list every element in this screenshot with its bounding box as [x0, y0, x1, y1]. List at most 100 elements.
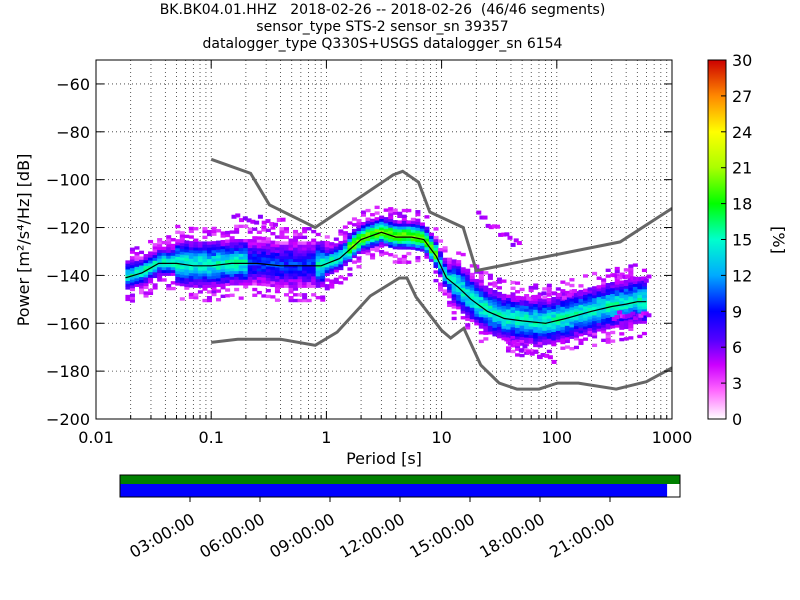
heatmap-cell	[225, 239, 231, 243]
heatmap-cell	[197, 267, 203, 271]
heatmap-cell	[392, 228, 398, 233]
mode-line	[125, 231, 647, 324]
heatmap-cell	[474, 304, 480, 309]
heatmap-cell	[288, 287, 294, 291]
heatmap-cell	[293, 247, 299, 251]
heatmap-cell	[175, 247, 181, 252]
heatmap-cell	[229, 279, 235, 283]
heatmap-cell	[546, 292, 552, 297]
heatmap-cell	[161, 272, 167, 276]
heatmap-cell	[433, 247, 439, 251]
x-tick-label: 1	[321, 428, 331, 447]
heatmap-cell	[333, 248, 339, 253]
y-tick-label: −140	[46, 266, 90, 285]
heatmap-cell	[179, 245, 185, 249]
heatmap-cell	[206, 295, 212, 300]
heatmap-cell	[469, 315, 475, 320]
heatmap-cell	[188, 295, 194, 300]
heatmap-cell	[197, 244, 203, 248]
heatmap-cell	[428, 249, 434, 254]
heatmap-cell	[510, 280, 516, 285]
heatmap-cell	[537, 306, 543, 311]
heatmap-cell	[152, 283, 158, 287]
heatmap-cell	[388, 235, 394, 240]
heatmap-cell	[519, 339, 525, 343]
heatmap-cell	[564, 319, 570, 323]
heatmap-cell	[546, 309, 552, 313]
heatmap-cell	[374, 237, 380, 241]
heatmap-cell	[351, 246, 357, 250]
heatmap-cell	[515, 315, 521, 320]
heatmap-cell	[229, 267, 235, 272]
heatmap-cell	[347, 241, 353, 245]
heatmap-cell	[193, 241, 199, 245]
heatmap-cell	[274, 241, 280, 245]
heatmap-cell	[293, 270, 299, 274]
heatmap-cell	[320, 249, 326, 253]
heatmap-cell	[515, 321, 521, 326]
heatmap-cell	[583, 317, 589, 321]
heatmap-cell	[592, 314, 598, 319]
heatmap-cell	[247, 253, 253, 257]
heatmap-cell	[288, 252, 294, 257]
heatmap-cell	[614, 266, 620, 271]
heatmap-cell	[401, 246, 407, 250]
heatmap-cell	[170, 281, 176, 285]
heatmap-cell	[175, 224, 181, 229]
heatmap-cell	[211, 258, 217, 262]
heatmap-cell	[206, 241, 212, 245]
heatmap-cell	[587, 316, 593, 320]
heatmap-cell	[283, 284, 290, 288]
heatmap-cell	[610, 287, 616, 292]
heatmap-cell	[451, 259, 457, 263]
heatmap-cell	[293, 278, 299, 283]
heatmap-cell	[610, 284, 616, 289]
heatmap-cell	[495, 224, 501, 229]
heatmap-cell	[401, 257, 407, 262]
heatmap-cell	[148, 280, 154, 284]
heatmap-cell	[252, 236, 258, 240]
heatmap-cell	[238, 244, 244, 249]
heatmap-cell	[175, 250, 181, 255]
heatmap-cell	[632, 320, 638, 325]
heatmap-cell	[270, 226, 276, 230]
heatmap-cell	[478, 313, 484, 318]
heatmap-cell	[456, 288, 462, 293]
heatmap-cell	[406, 208, 412, 213]
heatmap-cell	[256, 276, 262, 280]
heatmap-cell	[637, 306, 643, 310]
heatmap-cell	[438, 256, 444, 260]
heatmap-cell	[537, 312, 543, 317]
heatmap-cell	[306, 278, 312, 283]
heatmap-cell	[225, 282, 231, 286]
heatmap-cell	[524, 314, 530, 318]
heatmap-cell	[519, 342, 525, 346]
heatmap-cell	[347, 235, 353, 240]
heatmap-cell	[465, 274, 471, 278]
heatmap-cell	[211, 252, 217, 256]
coverage-time-axis: 03:00:0006:00:0009:00:0012:00:0015:00:00…	[126, 497, 618, 562]
heatmap-cell	[202, 235, 208, 240]
heatmap-cell	[479, 215, 485, 220]
heatmap-cell	[211, 249, 217, 254]
heatmap-cell	[623, 319, 629, 324]
heatmap-cell	[374, 211, 380, 215]
heatmap-cell	[628, 264, 634, 268]
heatmap-cell	[528, 328, 534, 333]
heatmap-cell	[496, 300, 502, 304]
heatmap-cell	[206, 278, 212, 283]
heatmap-cell	[225, 233, 231, 238]
heatmap-cell	[138, 256, 145, 260]
heatmap-cell	[229, 276, 235, 280]
heatmap-cell	[270, 252, 276, 256]
heatmap-cell	[216, 257, 222, 262]
heatmap-cell	[501, 311, 507, 315]
heatmap-cell	[596, 325, 602, 329]
heatmap-cell	[329, 285, 335, 289]
heatmap-cell	[596, 276, 602, 280]
heatmap-cell	[152, 245, 158, 250]
heatmap-cell	[519, 307, 525, 312]
heatmap-cell	[392, 254, 398, 258]
heatmap-cell	[197, 252, 203, 257]
heatmap-cell	[492, 298, 498, 302]
